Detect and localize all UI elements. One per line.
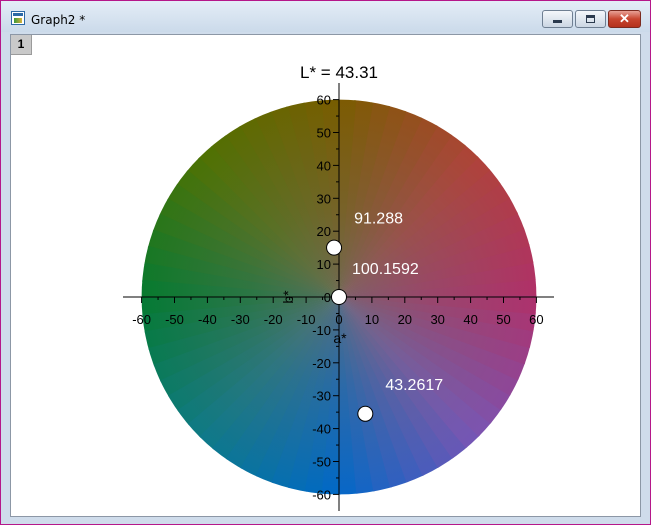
- x-tick-label: -40: [198, 312, 217, 327]
- x-tick-label: 30: [430, 312, 444, 327]
- data-point-label: 100.1592: [352, 261, 419, 278]
- x-tick-label: 20: [398, 312, 412, 327]
- data-point: [326, 239, 343, 256]
- close-icon: ✕: [619, 11, 630, 26]
- y-tick-label: 60: [317, 93, 331, 108]
- window-title: Graph2 *: [31, 13, 86, 27]
- y-tick-label: -50: [312, 455, 331, 470]
- data-point: [357, 405, 374, 422]
- maximize-button[interactable]: [575, 10, 606, 28]
- data-point: [331, 289, 347, 305]
- y-tick-label: 10: [317, 257, 331, 272]
- x-tick-label: 60: [529, 312, 543, 327]
- x-tick-label: 0: [335, 312, 342, 327]
- axes: -60 -50 -40 -30 -20 -10 0 10 20 30 40 50 60 -60 -50 -40…: [123, 83, 554, 511]
- chart-canvas[interactable]: -60 -50 -40 -30 -20 -10 0 10 20 30 40 50 60-60-50-40…: [11, 35, 641, 517]
- y-tick-label: 0: [324, 290, 331, 305]
- x-axis-label: a*: [333, 330, 347, 346]
- y-tick-label: 50: [317, 126, 331, 141]
- color-disc: [141, 99, 537, 495]
- y-axis-label: b*: [280, 290, 296, 304]
- x-tick-label: 50: [496, 312, 510, 327]
- x-tick-label: -30: [231, 312, 250, 327]
- minimize-icon: [553, 20, 562, 23]
- minimize-button[interactable]: [542, 10, 573, 28]
- x-tick-label: 40: [463, 312, 477, 327]
- y-tick-label: -40: [312, 422, 331, 437]
- x-tick-label: -20: [264, 312, 283, 327]
- y-tick-label: -20: [312, 356, 331, 371]
- y-tick-label: 20: [317, 224, 331, 239]
- title-bar[interactable]: Graph2 * ✕: [1, 1, 650, 32]
- y-tick-label: -30: [312, 389, 331, 404]
- maximize-icon: [586, 15, 595, 23]
- chart-title: L* = 43.31: [300, 63, 378, 82]
- data-points: 91.288 100.1592 43.2617: [326, 211, 443, 422]
- y-tick-label: 30: [317, 191, 331, 206]
- close-button[interactable]: ✕: [608, 10, 641, 28]
- data-point-label: 91.288: [354, 211, 403, 228]
- x-tick-label: -50: [165, 312, 184, 327]
- y-tick-label: -10: [312, 323, 331, 338]
- x-tick-label: -60: [132, 312, 151, 327]
- x-tick-label: 10: [365, 312, 379, 327]
- layer-tab[interactable]: 1: [11, 35, 32, 55]
- graph-window-icon[interactable]: [11, 11, 25, 25]
- y-tick-label: 40: [317, 158, 331, 173]
- y-tick-label: -60: [312, 487, 331, 502]
- x-tick-label: -10: [297, 312, 316, 327]
- data-point-label: 43.2617: [385, 377, 443, 394]
- graph-page[interactable]: 1 -60 -50 -40 -30 -20 -10 0 10 20 30 40 50 60 -60 -50-…: [10, 34, 641, 517]
